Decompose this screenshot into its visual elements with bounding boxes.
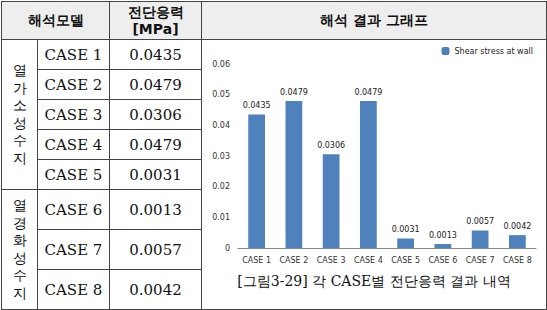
- svg-text:0.0435: 0.0435: [243, 101, 271, 110]
- html-text:경: 경: [12, 214, 27, 231]
- svg-text:0.0479: 0.0479: [354, 88, 382, 97]
- html-text:0.0479: 0.0479: [129, 135, 182, 154]
- svg-text:0.0031: 0.0031: [392, 225, 420, 234]
- svg-text:0.01: 0.01: [212, 213, 230, 222]
- svg-text:Shear stress at wall: Shear stress at wall: [455, 47, 534, 56]
- html-text:전단응력: 전단응력: [127, 3, 184, 20]
- html-text:0.0306: 0.0306: [129, 105, 182, 124]
- html-text:0.0031: 0.0031: [129, 165, 182, 184]
- html-text:0.0013: 0.0013: [129, 200, 182, 219]
- svg-text:0.0057: 0.0057: [466, 217, 494, 226]
- html-text:가: 가: [12, 79, 27, 96]
- html-text:열: 열: [12, 197, 27, 213]
- html-text:지: 지: [12, 284, 27, 301]
- svg-text:CASE 8: CASE 8: [503, 256, 532, 265]
- html-text:CASE 7: CASE 7: [44, 240, 103, 259]
- svg-text:0.03: 0.03: [212, 152, 230, 161]
- html-text:성: 성: [12, 114, 27, 131]
- html-text:[그림3-29] 각 CASE별 전단응력 결과 내역: [그림3-29] 각 CASE별 전단응력 결과 내역: [237, 273, 511, 289]
- svg-text:CASE 4: CASE 4: [354, 256, 383, 265]
- html-text:0.0435: 0.0435: [129, 45, 182, 64]
- html-text:성: 성: [12, 249, 27, 266]
- html-text:소: 소: [12, 97, 27, 113]
- html-text:해석모델: 해석모델: [27, 12, 84, 29]
- html-text:화: 화: [12, 232, 27, 248]
- svg-text:CASE 6: CASE 6: [428, 256, 457, 265]
- html-text:0.0042: 0.0042: [129, 280, 182, 299]
- svg-text:CASE 1: CASE 1: [242, 256, 271, 265]
- html-text:CASE 1: CASE 1: [44, 45, 103, 64]
- svg-text:0: 0: [225, 244, 230, 253]
- html-text:CASE 3: CASE 3: [44, 105, 103, 124]
- svg-text:CASE 7: CASE 7: [466, 256, 495, 265]
- html-text:해석 결과 그래프: 해석 결과 그래프: [320, 12, 428, 29]
- svg-text:CASE 2: CASE 2: [279, 256, 308, 265]
- html-text:수: 수: [12, 132, 27, 148]
- svg-text:CASE 5: CASE 5: [391, 256, 420, 265]
- html-text:CASE 6: CASE 6: [44, 200, 103, 219]
- svg-text:0.06: 0.06: [212, 60, 230, 69]
- html-text:수: 수: [12, 267, 27, 283]
- svg-text:CASE 3: CASE 3: [317, 256, 346, 265]
- html-text:0.0057: 0.0057: [129, 240, 182, 259]
- html-text:CASE 8: CASE 8: [44, 280, 103, 299]
- svg-text:0.02: 0.02: [212, 182, 230, 191]
- html-text:열: 열: [12, 62, 27, 78]
- svg-text:0.05: 0.05: [212, 90, 230, 99]
- html-text:CASE 4: CASE 4: [44, 135, 103, 154]
- html-text:[MPa]: [MPa]: [132, 20, 179, 37]
- svg-text:0.0013: 0.0013: [429, 231, 457, 240]
- svg-text:0.0042: 0.0042: [503, 222, 531, 231]
- svg-text:0.04: 0.04: [212, 121, 230, 130]
- html-text:지: 지: [12, 149, 27, 166]
- html-text:0.0479: 0.0479: [129, 75, 182, 94]
- svg-text:0.0306: 0.0306: [317, 141, 345, 150]
- html-text:CASE 5: CASE 5: [44, 165, 103, 184]
- html-text:CASE 2: CASE 2: [44, 75, 103, 94]
- svg-text:0.0479: 0.0479: [280, 88, 308, 97]
